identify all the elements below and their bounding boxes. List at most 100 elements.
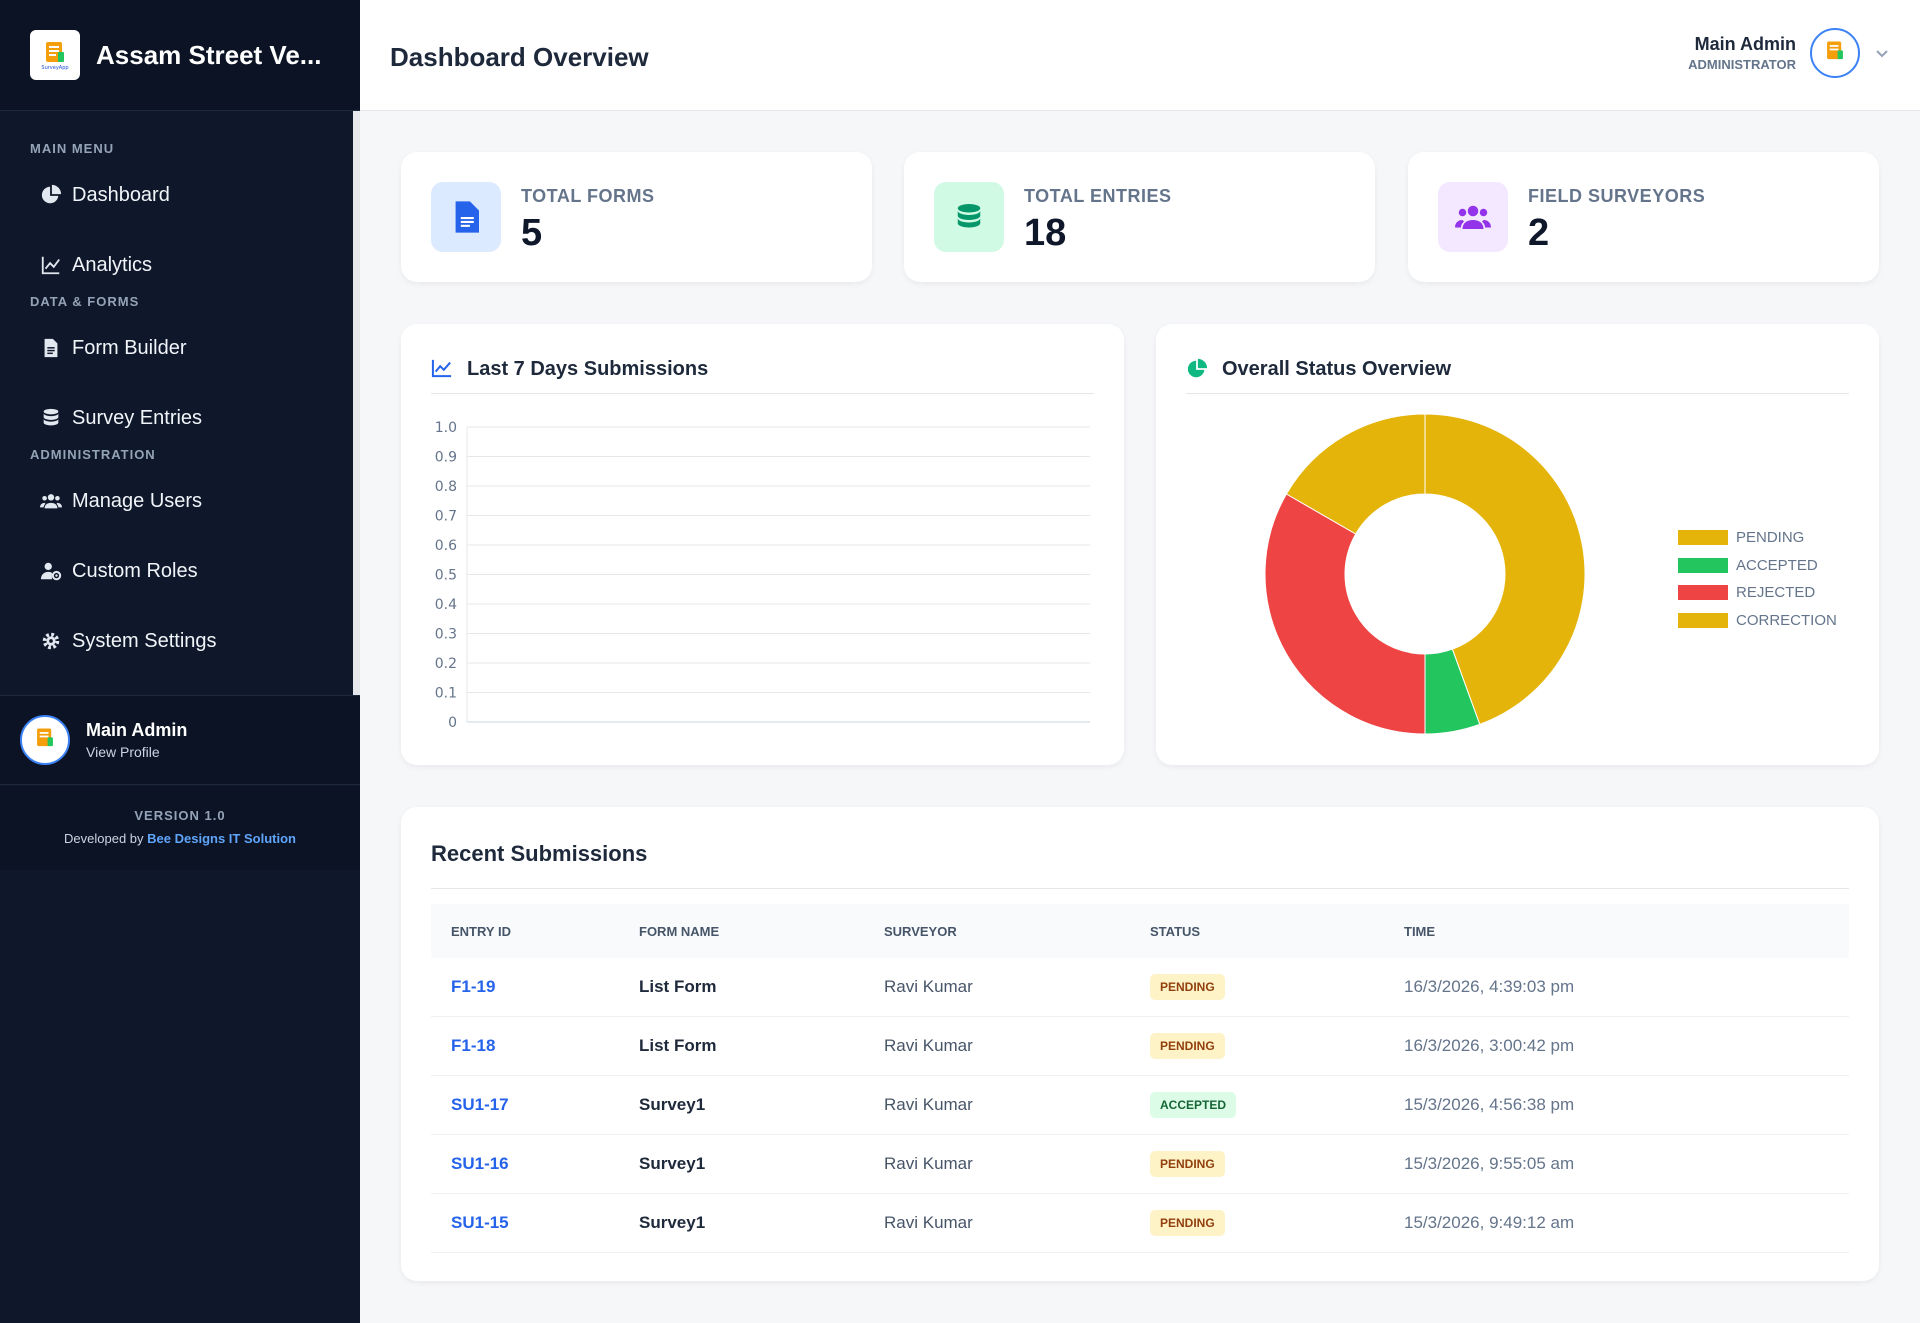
brand[interactable]: SurveyApp Assam Street Ve... xyxy=(0,0,360,111)
developed-by-text: Developed by xyxy=(64,831,144,846)
sidebar-item-form-builder[interactable]: Form Builder xyxy=(0,313,353,383)
stat-card-total-entries: TOTAL ENTRIES 18 xyxy=(904,152,1375,282)
pie-chart-icon xyxy=(41,184,62,204)
stat-label: FIELD SURVEYORS xyxy=(1528,186,1706,206)
entry-id-link[interactable]: SU1-15 xyxy=(451,1213,509,1232)
panel-title: Overall Status Overview xyxy=(1186,358,1849,394)
y-tick-label: 0.8 xyxy=(435,479,457,495)
company-link[interactable]: Bee Designs IT Solution xyxy=(147,831,296,846)
top-header: Dashboard Overview Main Admin ADMINISTRA… xyxy=(360,0,1920,111)
database-icon xyxy=(934,182,1004,252)
legend-label: ACCEPTED xyxy=(1736,556,1818,574)
table-row[interactable]: F1-19 List Form Ravi Kumar PENDING 16/3/2026… xyxy=(431,958,1849,1017)
donut-slice-pending[interactable] xyxy=(1424,413,1586,725)
column-header[interactable]: ENTRY ID xyxy=(451,923,511,939)
sidebar-user-profile[interactable]: Main Admin View Profile xyxy=(0,695,360,785)
donut-slice-rejected[interactable] xyxy=(1264,493,1426,735)
line-chart-title: Last 7 Days Submissions xyxy=(467,358,709,380)
entry-id-link[interactable]: F1-19 xyxy=(451,977,496,996)
line-chart-icon xyxy=(431,359,452,378)
table-body: F1-19 List Form Ravi Kumar PENDING 16/3/2026… xyxy=(431,958,1849,1253)
legend-swatch xyxy=(1678,557,1728,573)
time-cell: 16/3/2026, 3:00:42 pm xyxy=(1404,1036,1575,1055)
stat-value: 5 xyxy=(521,212,543,254)
status-cell: PENDING xyxy=(1150,1033,1404,1059)
surveyor-cell: Ravi Kumar xyxy=(884,1036,973,1055)
entry-id-link[interactable]: SU1-17 xyxy=(451,1095,509,1114)
sidebar-item-label: Manage Users xyxy=(72,489,203,512)
sidebar-scrollbar[interactable] xyxy=(353,111,360,695)
status-badge: PENDING xyxy=(1150,974,1225,1000)
database-icon xyxy=(43,408,59,426)
page-title: Dashboard Overview xyxy=(390,42,649,72)
table-header: ENTRY ID FORM NAME SURVEYOR STATUS TIME xyxy=(431,904,1849,958)
version-label: VERSION 1.0 xyxy=(134,808,226,823)
sidebar-item-survey-entries[interactable]: Survey Entries xyxy=(0,383,353,453)
donut-chart xyxy=(1264,413,1586,735)
table-row[interactable]: SU1-16 Survey1 Ravi Kumar PENDING 15/3/2026,… xyxy=(431,1135,1849,1194)
chevron-down-icon[interactable] xyxy=(1874,45,1890,61)
chart-legend: PENDING ACCEPTED REJECTED CORRECTION xyxy=(1678,524,1837,634)
svg-text:SurveyApp: SurveyApp xyxy=(41,65,68,71)
sidebar-item-label: Custom Roles xyxy=(72,559,198,582)
sidebar: SurveyApp Assam Street Ve... MAIN MENU D… xyxy=(0,0,360,1323)
status-badge: PENDING xyxy=(1150,1210,1225,1236)
table-row[interactable]: SU1-17 Survey1 Ravi Kumar ACCEPTED 15/3/2026… xyxy=(431,1076,1849,1135)
donut-slice-correction[interactable] xyxy=(1285,413,1426,535)
entry-id-link[interactable]: SU1-16 xyxy=(451,1154,509,1173)
stat-value: 2 xyxy=(1528,212,1550,254)
submissions-table: ENTRY ID FORM NAME SURVEYOR STATUS TIME … xyxy=(431,904,1849,1253)
sidebar-item-dashboard[interactable]: Dashboard xyxy=(0,160,353,230)
credits: Developed by Bee Designs IT Solution xyxy=(0,831,360,846)
app-title: Assam Street Ve... xyxy=(96,39,322,70)
recent-submissions-panel: Recent Submissions ENTRY ID FORM NAME SU… xyxy=(401,807,1879,1281)
avatar xyxy=(20,715,70,765)
table-row[interactable]: SU1-15 Survey1 Ravi Kumar PENDING 15/3/2026,… xyxy=(431,1194,1849,1253)
legend-label: PENDING xyxy=(1736,529,1805,547)
stat-card-total-forms: TOTAL FORMS 5 xyxy=(401,152,872,282)
surveyor-cell: Ravi Kumar xyxy=(884,1154,973,1173)
nav-section-main-menu: MAIN MENU xyxy=(30,141,115,156)
sidebar-item-custom-roles[interactable]: Custom Roles xyxy=(0,536,353,606)
view-profile-link[interactable]: View Profile xyxy=(86,744,160,760)
donut-chart-panel: Overall Status Overview PENDING ACCEPTED R… xyxy=(1156,324,1879,765)
line-chart-icon xyxy=(41,256,60,275)
legend-item-correction[interactable]: CORRECTION xyxy=(1678,607,1837,635)
sidebar-item-analytics[interactable]: Analytics xyxy=(0,230,353,300)
column-header[interactable]: FORM NAME xyxy=(639,923,720,939)
column-header[interactable]: STATUS xyxy=(1150,923,1201,939)
sidebar-user-name: Main Admin xyxy=(86,720,188,740)
surveyor-cell: Ravi Kumar xyxy=(884,1095,973,1114)
header-user-name: Main Admin xyxy=(1694,34,1796,54)
y-tick-label: 0.1 xyxy=(435,686,457,702)
document-icon xyxy=(431,182,501,252)
legend-swatch xyxy=(1678,530,1728,546)
legend-label: CORRECTION xyxy=(1736,611,1837,629)
y-tick-label: 0 xyxy=(448,715,457,731)
panel-title: Recent Submissions xyxy=(431,841,1849,889)
line-chart-panel: Last 7 Days Submissions 1.0 0.9 0.8 0.7 0.6 0… xyxy=(401,324,1124,765)
status-cell: PENDING xyxy=(1150,974,1404,1000)
sidebar-item-system-settings[interactable]: System Settings xyxy=(0,606,353,676)
column-header[interactable]: SURVEYOR xyxy=(884,923,957,939)
status-badge: ACCEPTED xyxy=(1150,1092,1237,1118)
status-cell: ACCEPTED xyxy=(1150,1092,1404,1118)
legend-label: REJECTED xyxy=(1736,584,1816,602)
entry-id-link[interactable]: F1-18 xyxy=(451,1036,496,1055)
table-row[interactable]: F1-18 List Form Ravi Kumar PENDING 16/3/2026… xyxy=(431,1017,1849,1076)
legend-item-accepted[interactable]: ACCEPTED xyxy=(1678,552,1837,580)
time-cell: 15/3/2026, 9:55:05 am xyxy=(1404,1154,1575,1173)
file-icon xyxy=(44,338,58,358)
sidebar-item-manage-users[interactable]: Manage Users xyxy=(0,466,353,536)
legend-swatch xyxy=(1678,585,1728,601)
legend-item-rejected[interactable]: REJECTED xyxy=(1678,579,1837,607)
header-user-role: ADMINISTRATOR xyxy=(1688,57,1796,72)
legend-swatch xyxy=(1678,612,1728,628)
nav-section-administration: ADMINISTRATION xyxy=(30,447,156,462)
header-user-menu[interactable]: Main Admin ADMINISTRATOR xyxy=(1688,28,1890,78)
line-chart: 1.0 0.9 0.8 0.7 0.6 0.5 0.4 0.3 0.2 0.1 0 xyxy=(435,420,1090,731)
time-cell: 16/3/2026, 4:39:03 pm xyxy=(1404,977,1575,996)
legend-item-pending[interactable]: PENDING xyxy=(1678,524,1837,552)
column-header[interactable]: TIME xyxy=(1404,923,1436,939)
sidebar-item-label: Form Builder xyxy=(72,336,187,359)
